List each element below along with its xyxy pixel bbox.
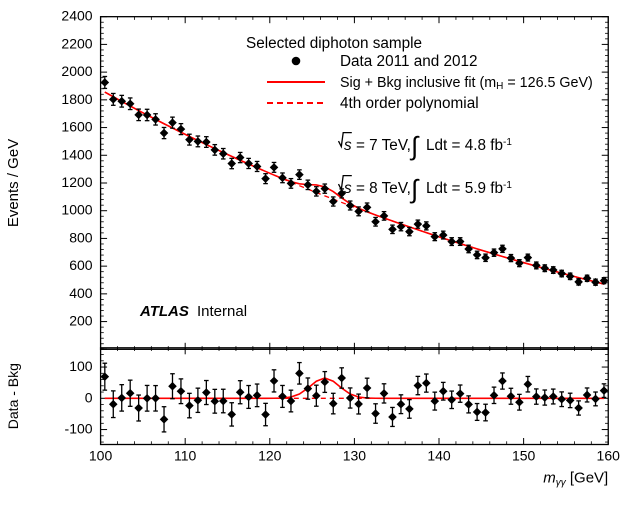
svg-text:800: 800 <box>69 229 93 245</box>
svg-text:2000: 2000 <box>61 63 92 79</box>
svg-text:110: 110 <box>174 448 197 464</box>
svg-text:600: 600 <box>69 257 93 273</box>
svg-text:120: 120 <box>258 448 282 464</box>
svg-text:2400: 2400 <box>61 8 92 24</box>
svg-text:s: s <box>344 180 352 197</box>
svg-text:100: 100 <box>69 358 93 374</box>
svg-text:Sig + Bkg inclusive fit (mH =: Sig + Bkg inclusive fit (mH = 126.5 GeV) <box>340 75 593 92</box>
svg-text:1200: 1200 <box>61 174 92 190</box>
svg-text:Events / GeV: Events / GeV <box>5 139 22 227</box>
svg-text:4th order polynomial: 4th order polynomial <box>340 95 479 112</box>
svg-text:ATLAS: ATLAS <box>139 303 189 320</box>
svg-text:Data 2011 and 2012: Data 2011 and 2012 <box>340 53 478 70</box>
svg-text:150: 150 <box>512 448 536 464</box>
svg-text:140: 140 <box>427 448 451 464</box>
svg-text:200: 200 <box>69 313 93 329</box>
svg-text:Data - Bkg: Data - Bkg <box>5 363 21 429</box>
svg-text:Internal: Internal <box>197 303 247 320</box>
svg-text:Selected diphoton sample: Selected diphoton sample <box>246 35 422 52</box>
svg-text:mγγ [GeV]: mγγ [GeV] <box>543 470 608 489</box>
svg-text:100: 100 <box>89 448 113 464</box>
svg-text:= 7 TeV,: = 7 TeV, <box>356 137 411 154</box>
svg-text:1400: 1400 <box>61 146 92 162</box>
svg-text:Ldt = 5.9 fb-1: Ldt = 5.9 fb-1 <box>426 180 512 197</box>
svg-text:1800: 1800 <box>61 91 92 107</box>
svg-text:0: 0 <box>85 389 93 405</box>
svg-text:-100: -100 <box>65 421 93 437</box>
svg-text:= 8 TeV,: = 8 TeV, <box>356 180 411 197</box>
svg-text:2200: 2200 <box>61 35 92 51</box>
svg-text:400: 400 <box>69 285 93 301</box>
svg-text:Ldt = 4.8 fb-1: Ldt = 4.8 fb-1 <box>426 137 512 154</box>
svg-text:160: 160 <box>597 448 621 464</box>
svg-text:1600: 1600 <box>61 119 92 135</box>
svg-text:1000: 1000 <box>61 202 92 218</box>
svg-text:s: s <box>344 137 352 154</box>
svg-text:130: 130 <box>343 448 367 464</box>
